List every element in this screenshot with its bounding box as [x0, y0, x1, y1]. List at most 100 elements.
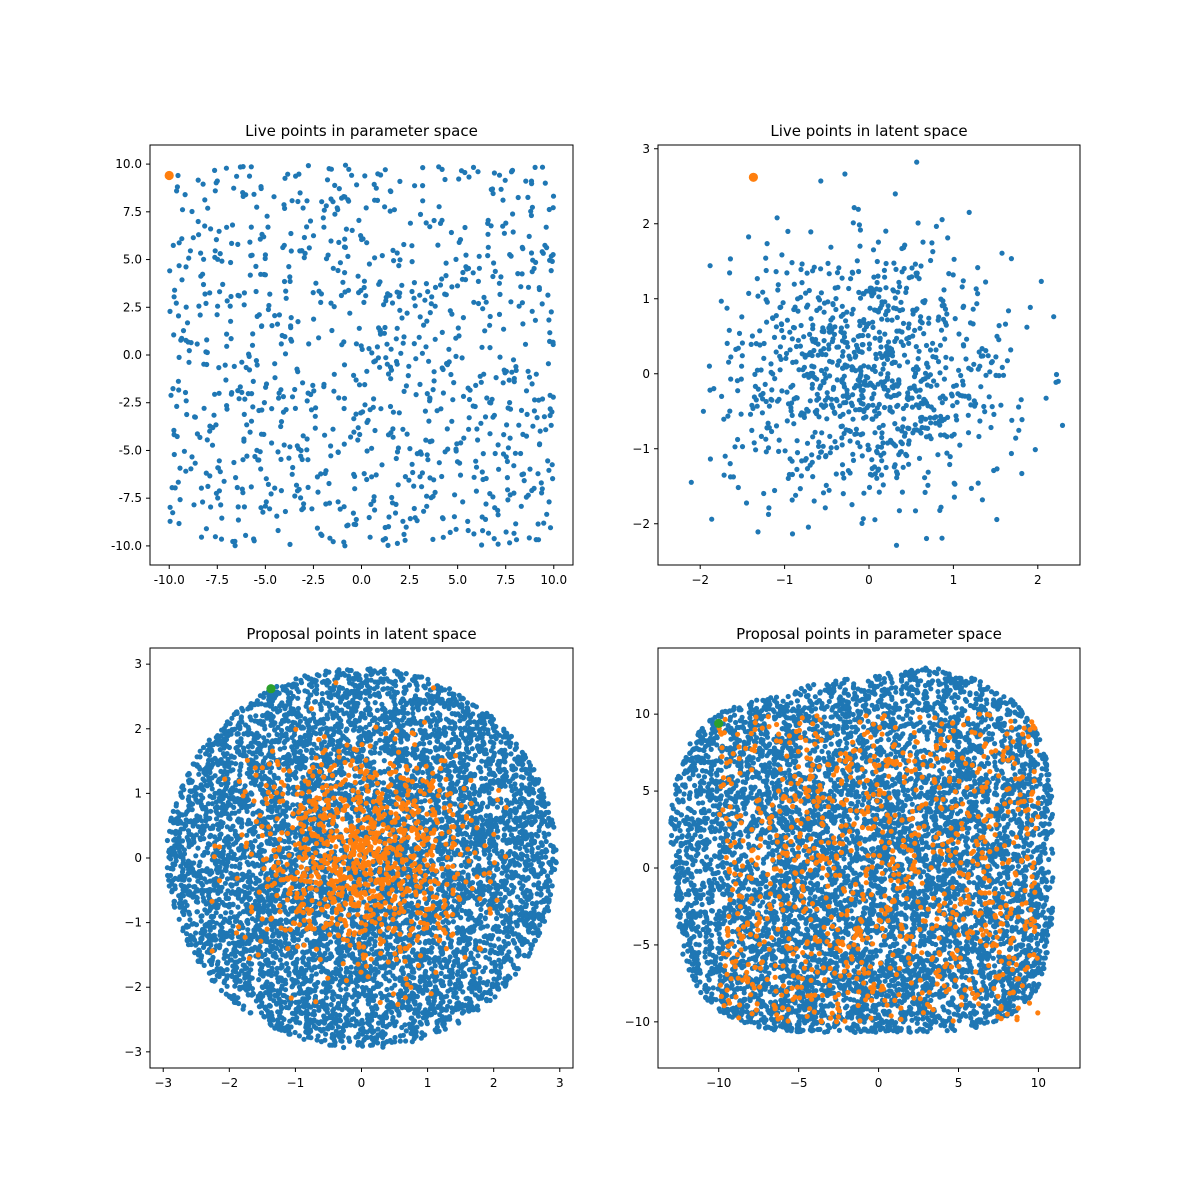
scatter-point [421, 508, 427, 514]
scatter-point [413, 392, 419, 398]
scatter-point [922, 475, 928, 481]
scatter-point [938, 432, 944, 438]
scatter-point [258, 431, 265, 437]
scatter-point [504, 422, 510, 428]
scatter-point [293, 482, 300, 488]
scatter-point [918, 314, 924, 320]
scatter-point [894, 469, 900, 475]
scatter-point [779, 327, 785, 334]
scatter-point [181, 448, 187, 454]
scatter-point [471, 474, 477, 480]
scatter-point [950, 272, 956, 278]
scatter-point [852, 431, 858, 437]
scatter-point [371, 498, 377, 504]
scatter-point [170, 510, 176, 516]
scatter-point [341, 244, 348, 250]
scatter-point [423, 220, 429, 226]
scatter-point [916, 394, 922, 400]
scatter-point [895, 289, 901, 295]
scatter-point [879, 472, 885, 478]
scatter-point [328, 300, 334, 306]
scatter-point [248, 224, 254, 230]
scatter-point [466, 174, 472, 180]
scatter-point [906, 461, 912, 467]
scatter-point [295, 319, 301, 325]
scatter-point [485, 217, 491, 223]
scatter-point [480, 306, 486, 312]
scatter-point [397, 307, 403, 313]
scatter-point [400, 426, 406, 432]
scatter-point [805, 524, 812, 530]
scatter-point [298, 495, 304, 501]
scatter-point [531, 408, 538, 414]
scatter-point [243, 532, 249, 539]
scatter-point [439, 276, 445, 282]
scatter-point [855, 206, 861, 212]
scatter-point [235, 504, 241, 510]
scatter-point [827, 358, 833, 364]
scatter-point [247, 272, 253, 278]
scatter-point [952, 316, 958, 322]
scatter-point [919, 320, 925, 326]
scatter-point [394, 325, 400, 331]
scatter-point [945, 235, 951, 241]
scatter-point [475, 300, 482, 307]
scatter-point [954, 399, 960, 405]
scatter-point [1004, 358, 1011, 364]
scatter-point [951, 494, 958, 500]
scatter-point [367, 534, 373, 540]
scatter-point [416, 334, 422, 340]
scatter-point [921, 300, 927, 306]
scatter-point [874, 279, 880, 286]
scatter-point [242, 396, 248, 402]
scatter-point [938, 413, 944, 419]
scatter-point [348, 434, 354, 440]
scatter-point [526, 535, 532, 541]
scatter-point [912, 261, 919, 267]
scatter-point [478, 420, 484, 426]
scatter-point [927, 347, 934, 353]
scatter-point [1053, 379, 1059, 385]
scatter-point [501, 367, 507, 373]
scatter-point [418, 451, 424, 457]
scatter-point [840, 349, 846, 355]
scatter-point [808, 229, 814, 235]
scatter-point [726, 327, 732, 333]
scatter-point [544, 245, 550, 251]
scatter-point [765, 445, 772, 451]
scatter-point [350, 510, 356, 516]
scatter-point [503, 529, 509, 535]
scatter-point [411, 295, 417, 301]
scatter-point [839, 442, 845, 448]
scatter-point [386, 514, 392, 520]
scatter-point [815, 295, 821, 301]
scatter-point [234, 484, 240, 491]
scatter-point [897, 307, 903, 314]
scatter-point [821, 338, 827, 344]
scatter-point [928, 436, 934, 442]
scatter-point [773, 324, 780, 330]
scatter-point [547, 257, 553, 263]
scatter-point [278, 387, 284, 393]
scatter-point [428, 301, 434, 307]
scatter-point [791, 281, 797, 287]
scatter-point [445, 446, 451, 452]
scatter-point [315, 489, 321, 495]
scatter-point [524, 411, 530, 417]
scatter-point [407, 220, 413, 226]
scatter-point [858, 368, 864, 374]
scatter-point [854, 258, 860, 264]
scatter-point [938, 327, 945, 333]
scatter-point [933, 223, 940, 229]
scatter-point [760, 390, 766, 397]
scatter-point [994, 466, 1000, 472]
scatter-point [844, 323, 850, 329]
scatter-point [515, 271, 521, 277]
scatter-point [913, 344, 919, 350]
scatter-point [545, 292, 551, 298]
scatter-point [849, 402, 855, 409]
scatter-point [203, 526, 209, 532]
scatter-point [784, 270, 790, 276]
scatter-point [363, 293, 369, 299]
scatter-point [529, 308, 535, 314]
